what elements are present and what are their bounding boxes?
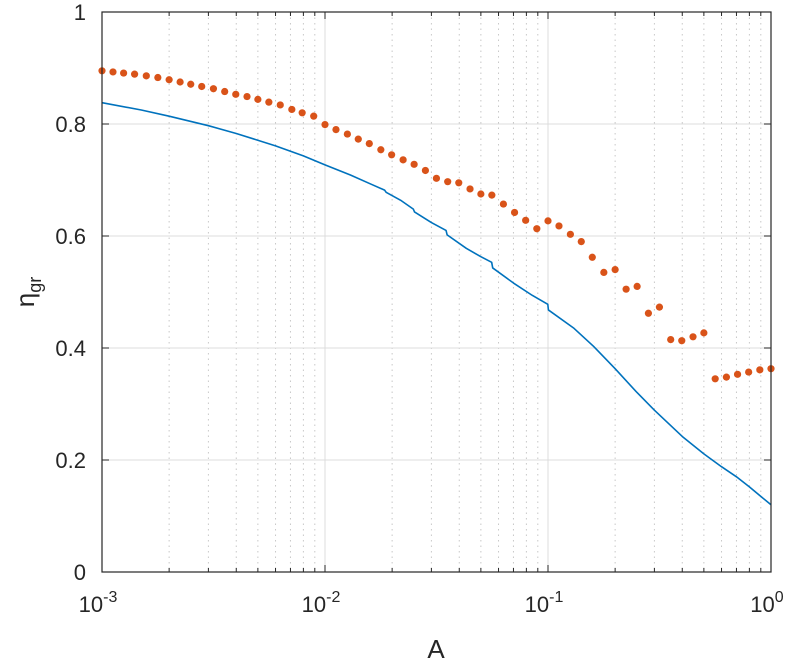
x-tick-label-base: 10 [79, 592, 103, 617]
series-2-point [455, 179, 463, 187]
x-tick-label-exponent: 0 [775, 589, 784, 606]
series-2-point [265, 98, 273, 106]
series-2-point [689, 333, 697, 341]
series-2-point [432, 174, 441, 182]
y-tick-label: 0.4 [55, 336, 86, 361]
series-1-line [101, 101, 772, 506]
series-2-point [756, 366, 764, 374]
series-2-point [600, 268, 608, 276]
series-2-point [499, 200, 508, 208]
x-tick-label-base: 10 [302, 592, 326, 617]
series-2-point [165, 76, 173, 84]
y-axis-label-main: η [10, 293, 40, 307]
series-2-point [176, 78, 184, 86]
series-2-point [198, 82, 206, 91]
series-2-point [488, 191, 496, 199]
x-tick-label-base: 10 [525, 592, 549, 617]
series-2-point [254, 95, 262, 103]
x-tick-label: 10-3 [79, 589, 118, 617]
series-2-point [142, 72, 150, 80]
x-axis-label: A [427, 634, 445, 663]
series-2-point [555, 222, 563, 230]
plot-frame [101, 11, 772, 573]
series-2-point [510, 208, 519, 217]
series-2-point [711, 375, 719, 383]
series-2-point [209, 85, 218, 93]
y-tick-label: 1 [74, 0, 86, 25]
series-2-point [276, 101, 284, 109]
x-tick-label-exponent: -2 [326, 589, 340, 606]
x-tick-label-exponent: -1 [549, 589, 563, 606]
series-2-point [477, 190, 485, 198]
series-2-point [678, 337, 686, 345]
series-2-point [187, 80, 195, 88]
series-2-point [288, 105, 296, 114]
x-tick-label: 10-2 [302, 589, 341, 617]
series-2-point [644, 309, 653, 317]
series-2-point [588, 253, 596, 261]
series-2-point [466, 185, 474, 193]
series-2-point [221, 87, 229, 96]
series-2-point [655, 303, 664, 311]
y-tick-label: 0 [74, 560, 86, 585]
y-axis-label: ηgr [10, 277, 45, 307]
series-2-point [622, 285, 630, 293]
y-tick-label: 0.6 [55, 224, 86, 249]
series-2-point [733, 370, 742, 378]
series-2-point [745, 368, 753, 376]
x-tick-label-base: 10 [750, 592, 774, 617]
series-2-point [399, 156, 407, 164]
series-2-point [700, 329, 708, 337]
series-2-point [410, 160, 418, 168]
series-2-point [667, 336, 675, 344]
series-2-point [232, 90, 240, 98]
series-2-point [365, 140, 373, 148]
series-2-point [421, 166, 430, 175]
series-2-point [633, 282, 641, 290]
series-2-point [310, 112, 318, 120]
series-2-point [722, 373, 731, 381]
plot-background [102, 12, 771, 572]
series-2-point [566, 230, 574, 238]
series-2-point [354, 135, 362, 143]
series-2-point [577, 238, 585, 246]
x-tick-label: 10-1 [525, 589, 564, 617]
series-2-point [130, 70, 139, 78]
series-2-point [298, 109, 306, 117]
series-2-point [388, 151, 396, 159]
series-2-point [243, 92, 251, 101]
series-2-point [120, 69, 128, 77]
series-2-point [544, 217, 552, 225]
series-2-point [611, 266, 619, 274]
x-tick-label-exponent: -3 [103, 589, 117, 606]
series-2-point [533, 225, 541, 233]
series-2-point [377, 146, 385, 154]
x-tick-label: 100 [750, 589, 783, 617]
series-2-point [522, 216, 530, 224]
series-2-point [154, 73, 162, 82]
y-axis-label-subscript: gr [25, 277, 45, 293]
series-2-point [343, 130, 351, 138]
series-2-point [321, 120, 329, 129]
series-2-point [444, 178, 452, 186]
series-2-point [332, 126, 340, 134]
y-tick-label: 0.2 [55, 448, 86, 473]
series-2-point [109, 68, 117, 76]
y-tick-label: 0.8 [55, 112, 86, 137]
